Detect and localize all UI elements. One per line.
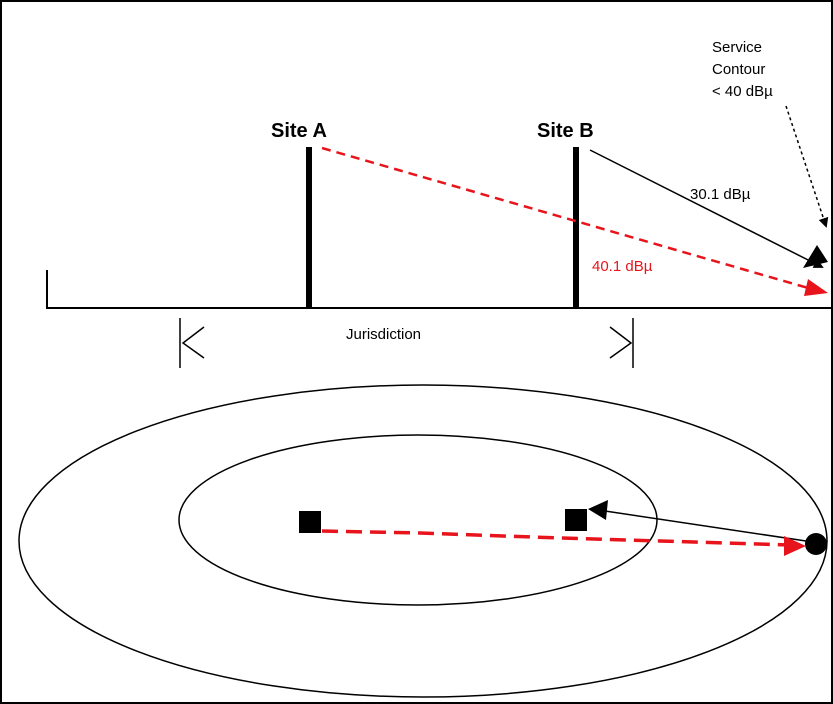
- jurisdiction-label: Jurisdiction: [346, 326, 421, 343]
- site-a-signal-path: [321, 146, 823, 294]
- site-b-label: Site B: [537, 120, 594, 142]
- service-contour-label-line2: Contour: [712, 61, 765, 78]
- inner-jurisdiction-ellipse: [178, 434, 658, 606]
- site-b-marker: [565, 509, 587, 531]
- jurisdiction-right-arrow: [609, 326, 633, 359]
- site-a-marker: [299, 511, 321, 533]
- signal-a-label: 40.1 dBµ: [592, 258, 653, 275]
- service-contour-label-line1: Service: [712, 39, 762, 56]
- site-b-signal-path: [589, 149, 824, 268]
- plan-site-b-path: [604, 510, 807, 542]
- signal-b-label: 30.1 dBµ: [690, 186, 751, 203]
- site-a-arrowhead: [804, 279, 828, 296]
- service-contour-pointer: [785, 105, 829, 228]
- site-b-arrowhead: [803, 245, 828, 268]
- plan-site-a-arrowhead: [784, 536, 806, 556]
- plan-site-a-path: [321, 529, 791, 547]
- plan-site-b-arrowhead: [588, 500, 608, 520]
- jurisdiction-left-arrow: [181, 326, 205, 359]
- site-a-label: Site A: [271, 120, 327, 142]
- outer-coverage-ellipse: [18, 384, 828, 698]
- receiver-point: [805, 533, 827, 555]
- service-contour-label-line3: < 40 dBµ: [712, 83, 773, 100]
